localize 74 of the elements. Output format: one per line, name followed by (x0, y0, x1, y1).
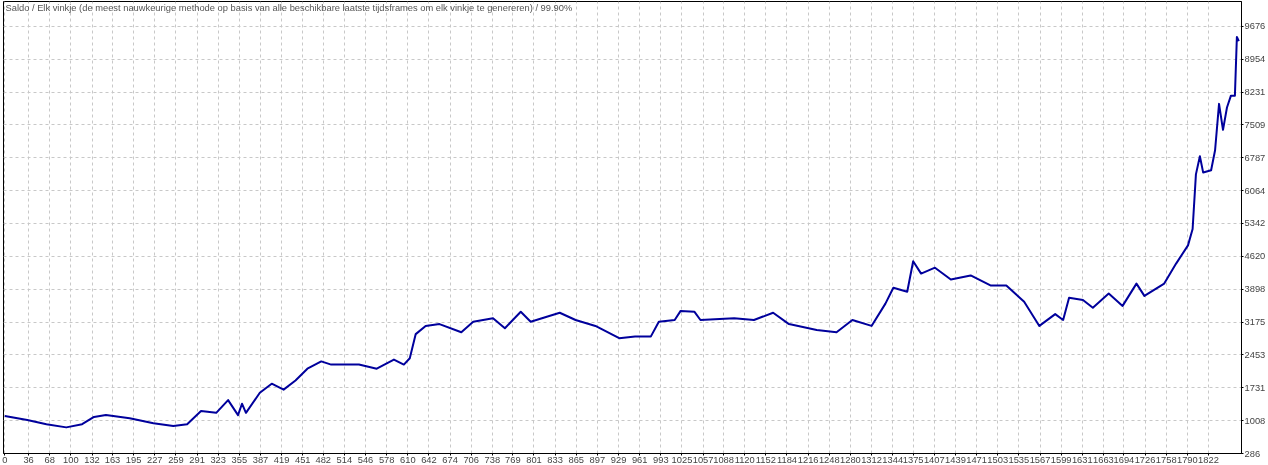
x-tick-label: 1599 (1050, 454, 1072, 465)
x-tick-label: 1758 (1155, 454, 1177, 465)
x-tick-label: 323 (210, 454, 226, 465)
x-tick-label: 163 (104, 454, 121, 465)
x-tick-label: 929 (610, 454, 627, 465)
x-tick-label: 259 (168, 454, 184, 465)
x-tick-label: 1344 (882, 454, 904, 465)
x-tick-label: 1216 (797, 454, 819, 465)
y-tick-label: 9676 (1244, 21, 1266, 32)
x-tick-label: 451 (294, 454, 311, 465)
x-tick-label: 1407 (923, 454, 945, 465)
x-tick-label: 100 (63, 454, 79, 465)
y-tick-label: 5342 (1244, 218, 1266, 229)
x-tick-label: 738 (484, 454, 501, 465)
x-tick-label: 387 (252, 454, 269, 465)
y-tick-label: 6787 (1244, 152, 1266, 163)
x-tick-label: 36 (23, 454, 34, 465)
x-tick-label: 993 (653, 454, 669, 465)
chart-title: Saldo / Elk vinkje (de meest nauwkeurige methode op basis van alle beschikbare laatste tijdsframes om elk vinkje te genereren) / 99.90% (5, 2, 573, 13)
x-tick-label: 546 (357, 454, 374, 465)
y-tick-label: 3175 (1244, 317, 1266, 328)
x-tick-label: 195 (125, 454, 142, 465)
x-tick-label: 1726 (1134, 454, 1156, 465)
x-tick-label: 1471 (966, 454, 987, 465)
x-tick-label: 1535 (1008, 454, 1030, 465)
x-tick-label: 674 (442, 454, 458, 465)
y-tick-label: 8954 (1244, 54, 1266, 65)
y-tick-label: 4620 (1244, 251, 1266, 262)
y-tick-label: 6064 (1244, 185, 1266, 196)
x-tick-label: 291 (189, 454, 205, 465)
x-tick-label: 419 (273, 454, 290, 465)
x-tick-label: 1312 (861, 454, 882, 465)
x-tick-label: 1663 (1093, 454, 1114, 465)
x-tick-label: 801 (526, 454, 542, 465)
x-tick-label: 897 (589, 454, 606, 465)
y-tick-label: 286 (1244, 448, 1261, 459)
x-tick-label: 865 (568, 454, 585, 465)
x-tick-label: 1248 (818, 454, 840, 465)
x-tick-label: 1152 (755, 454, 776, 465)
y-tick-label: 7509 (1244, 119, 1266, 130)
x-tick-label: 642 (421, 454, 437, 465)
x-tick-label: 1790 (1176, 454, 1198, 465)
x-tick-label: 355 (231, 454, 248, 465)
x-tick-label: 1822 (1198, 454, 1219, 465)
x-tick-label: 1280 (840, 454, 861, 465)
x-tick-label: 1375 (902, 454, 924, 465)
x-tick-label: 1694 (1113, 454, 1135, 465)
x-tick-label: 0 (2, 454, 8, 465)
x-tick-label: 706 (463, 454, 480, 465)
x-tick-label: 578 (378, 454, 395, 465)
x-tick-label: 1088 (713, 454, 734, 465)
x-tick-label: 1057 (692, 454, 714, 465)
x-tick-label: 1631 (1071, 454, 1093, 465)
x-tick-label: 1503 (987, 454, 1009, 465)
x-tick-label: 833 (547, 454, 563, 465)
x-tick-label: 1439 (945, 454, 966, 465)
x-tick-label: 961 (631, 454, 648, 465)
y-tick-label: 3898 (1244, 284, 1266, 295)
x-tick-label: 514 (336, 454, 353, 465)
x-tick-label: 482 (315, 454, 332, 465)
x-tick-label: 769 (505, 454, 521, 465)
x-tick-label: 1025 (671, 454, 693, 465)
x-tick-label: 227 (147, 454, 163, 465)
y-tick-label: 1008 (1244, 415, 1266, 426)
x-tick-label: 68 (44, 454, 55, 465)
y-tick-label: 1731 (1244, 382, 1266, 393)
x-tick-label: 1184 (776, 454, 798, 465)
x-tick-label: 1567 (1029, 454, 1051, 465)
x-tick-label: 610 (400, 454, 416, 465)
x-tick-label: 132 (84, 454, 100, 465)
x-tick-label: 1120 (734, 454, 755, 465)
y-tick-label: 2453 (1244, 349, 1266, 360)
line-series (3, 35, 1240, 429)
y-tick-label: 8231 (1244, 87, 1266, 97)
